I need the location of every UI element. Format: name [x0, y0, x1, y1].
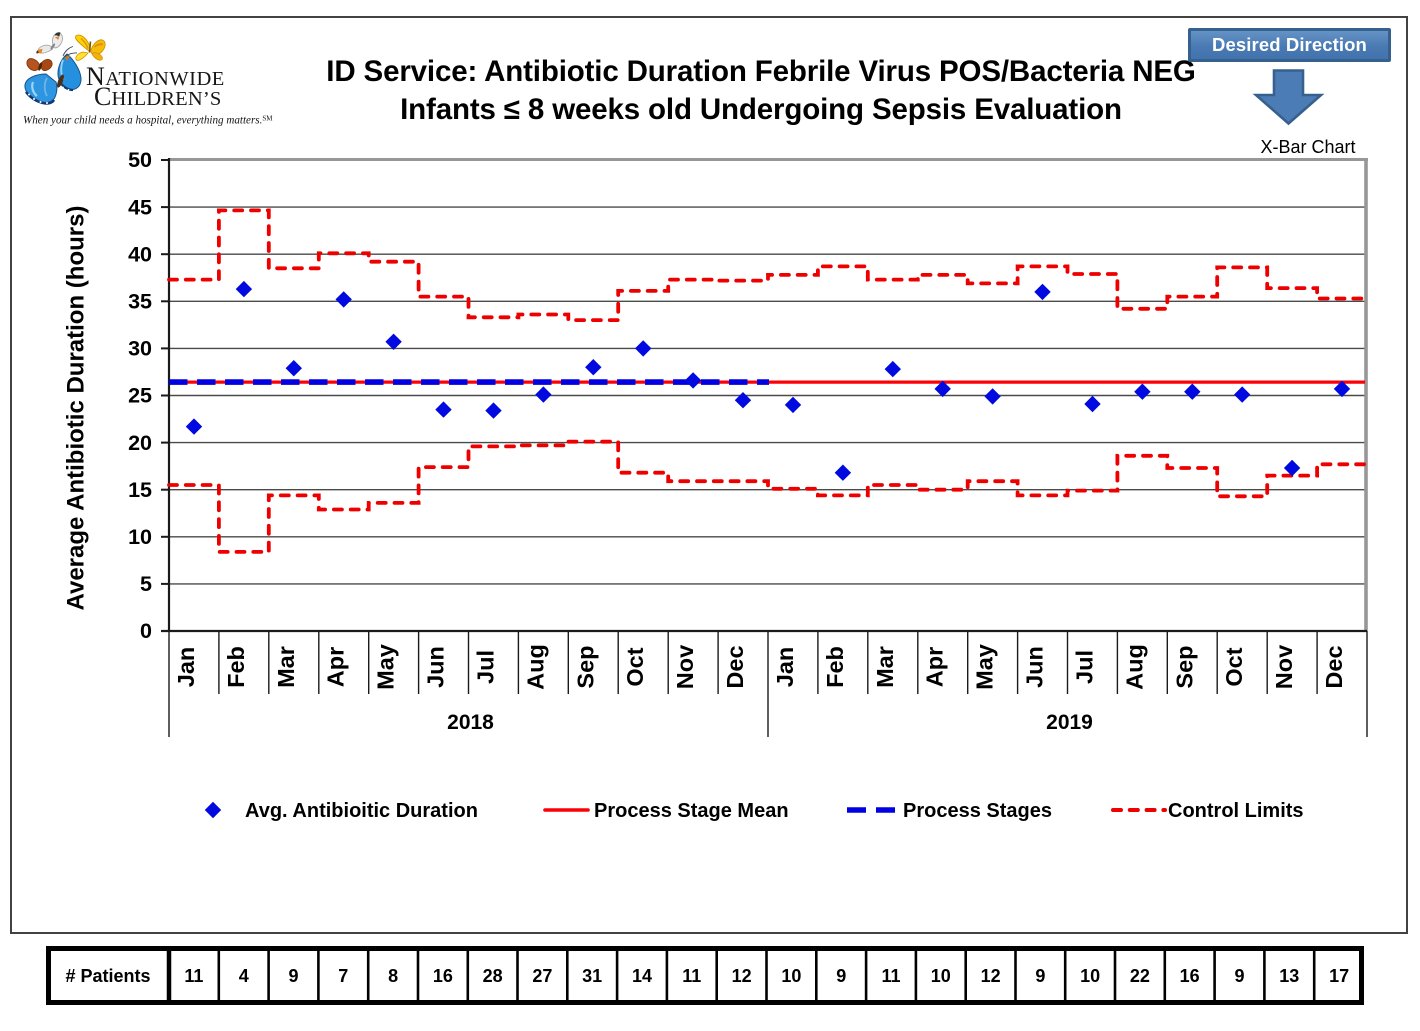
svg-text:Process Stage Mean: Process Stage Mean	[594, 800, 789, 822]
svg-text:11: 11	[881, 966, 900, 986]
svg-text:16: 16	[1180, 966, 1200, 986]
svg-text:Jun: Jun	[1022, 646, 1048, 688]
svg-text:Oct: Oct	[622, 647, 648, 686]
svg-text:Mar: Mar	[872, 646, 898, 688]
svg-text:Feb: Feb	[822, 646, 848, 688]
svg-text:Apr: Apr	[922, 647, 948, 687]
svg-text:9: 9	[836, 966, 846, 986]
svg-text:Dec: Dec	[1321, 645, 1347, 688]
svg-text:13: 13	[1279, 966, 1299, 986]
svg-text:Feb: Feb	[223, 646, 249, 688]
svg-text:Jan: Jan	[173, 647, 199, 688]
svg-text:7: 7	[338, 966, 348, 986]
svg-text:2019: 2019	[1046, 711, 1093, 734]
svg-text:27: 27	[532, 966, 552, 986]
svg-text:0: 0	[140, 619, 152, 643]
svg-text:31: 31	[582, 966, 602, 986]
svg-text:Apr: Apr	[323, 647, 349, 687]
svg-text:Avg. Antibioitic Duration: Avg. Antibioitic Duration	[245, 800, 478, 822]
svg-text:Jan: Jan	[772, 647, 798, 688]
svg-text:Mar: Mar	[273, 646, 299, 688]
svg-text:8: 8	[388, 966, 398, 986]
svg-text:Oct: Oct	[1221, 647, 1247, 686]
svg-text:Aug: Aug	[522, 644, 548, 690]
svg-text:Sep: Sep	[1171, 645, 1197, 688]
svg-text:2018: 2018	[447, 711, 494, 734]
svg-text:35: 35	[128, 290, 152, 314]
svg-text:9: 9	[1035, 966, 1045, 986]
svg-text:Nov: Nov	[1271, 645, 1297, 689]
svg-text:Aug: Aug	[1121, 644, 1147, 690]
svg-text:45: 45	[128, 195, 152, 219]
svg-text:30: 30	[128, 337, 152, 361]
svg-text:Jul: Jul	[1072, 650, 1098, 684]
svg-text:5: 5	[140, 572, 152, 596]
svg-text:16: 16	[433, 966, 453, 986]
svg-text:# Patients: # Patients	[65, 966, 150, 986]
svg-text:When your child needs a hospit: When your child needs a hospital, everyt…	[23, 115, 273, 127]
svg-text:Jul: Jul	[473, 650, 499, 684]
svg-text:Jun: Jun	[423, 646, 449, 688]
svg-text:4: 4	[239, 966, 249, 986]
svg-text:20: 20	[128, 431, 152, 455]
svg-text:9: 9	[288, 966, 298, 986]
svg-text:9: 9	[1234, 966, 1244, 986]
svg-text:22: 22	[1130, 966, 1150, 986]
svg-text:28: 28	[483, 966, 503, 986]
svg-text:Dec: Dec	[722, 645, 748, 688]
svg-text:12: 12	[732, 966, 752, 986]
svg-text:Control Limits: Control Limits	[1168, 800, 1304, 822]
svg-text:Process Stages: Process Stages	[903, 800, 1052, 822]
svg-text:10: 10	[1080, 966, 1100, 986]
svg-text:May: May	[373, 644, 399, 690]
svg-text:10: 10	[931, 966, 951, 986]
svg-text:Nov: Nov	[672, 645, 698, 689]
svg-text:40: 40	[128, 242, 152, 266]
svg-text:10: 10	[128, 525, 152, 549]
svg-text:10: 10	[781, 966, 801, 986]
svg-text:15: 15	[128, 478, 152, 502]
svg-text:50: 50	[128, 148, 152, 172]
svg-text:25: 25	[128, 384, 152, 408]
svg-text:Sep: Sep	[572, 645, 598, 688]
svg-text:11: 11	[184, 966, 203, 986]
svg-text:17: 17	[1329, 966, 1349, 986]
svg-text:14: 14	[632, 966, 652, 986]
svg-text:12: 12	[981, 966, 1001, 986]
svg-text:May: May	[972, 644, 998, 690]
svg-text:Average Antibiotic Duration (h: Average Antibiotic Duration (hours)	[63, 206, 90, 611]
svg-text:11: 11	[682, 966, 701, 986]
